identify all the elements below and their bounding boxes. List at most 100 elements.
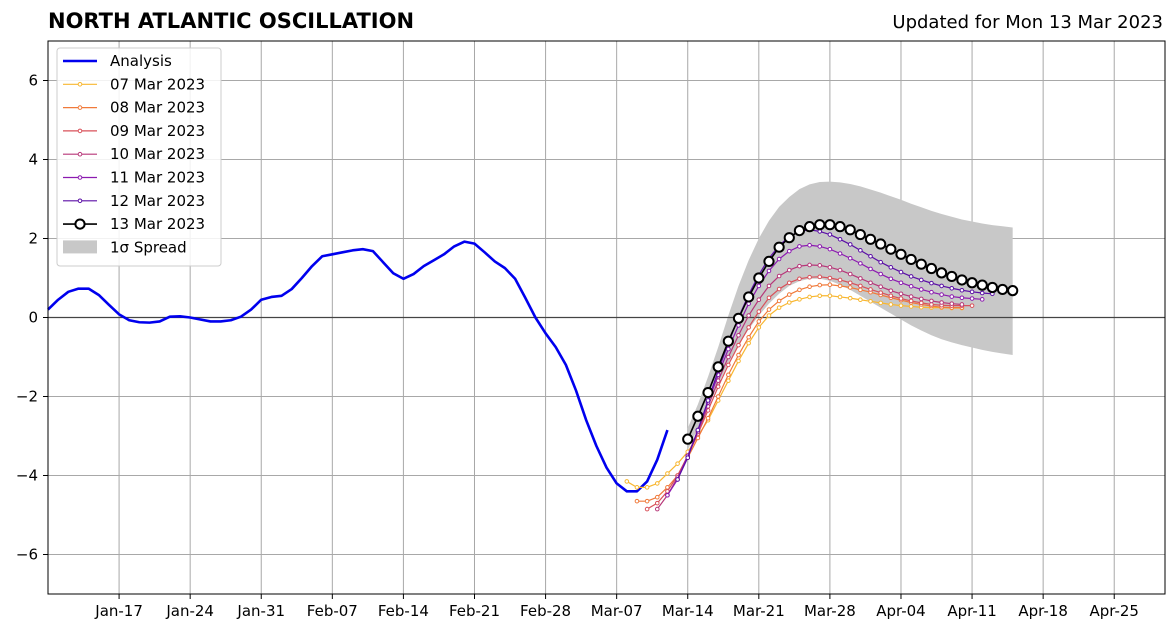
forecast-point [925, 262, 938, 275]
forecast-point [827, 282, 833, 288]
forecast-point [878, 284, 883, 289]
legend-forecast-label: 08 Mar 2023 [110, 99, 205, 117]
forecast-point [929, 298, 934, 304]
x-axis: Jan-17 Jan-24 Jan-31 Feb-07 Feb-14 Feb-21 Feb-… [94, 594, 1139, 620]
forecast-point [634, 498, 640, 504]
forecast-point [847, 271, 853, 277]
forecast-point [644, 498, 650, 504]
forecast-point [746, 325, 751, 330]
forecast-point [888, 276, 894, 282]
forecast-point [665, 471, 670, 476]
forecast-point [654, 481, 660, 486]
forecast-point [756, 309, 762, 314]
forecast-point [976, 279, 988, 291]
forecast-point [837, 236, 843, 242]
forecast-point [868, 287, 873, 292]
forecast-point [936, 267, 948, 279]
forecast-point [847, 242, 853, 247]
forecast-point [858, 248, 863, 253]
x-tick-label: Apr-25 [1089, 602, 1139, 620]
forecast-point [766, 268, 772, 274]
forecast-point [888, 265, 894, 270]
forecast-point [797, 276, 802, 282]
forecast-point [817, 263, 823, 268]
x-tick-label: Feb-21 [449, 602, 500, 620]
legend-forecast-label: 07 Mar 2023 [110, 75, 205, 93]
x-tick-label: Feb-14 [378, 602, 429, 620]
forecast-point [803, 221, 816, 233]
analysis-line [47, 240, 669, 493]
forecast-point [959, 287, 965, 293]
forecast-point [888, 288, 894, 293]
forecast-point [949, 294, 955, 299]
x-tick-label: Mar-28 [804, 602, 856, 620]
forecast-point [847, 280, 853, 286]
forecast-point [895, 248, 907, 260]
forecast-point [807, 284, 812, 289]
forecast-point [634, 485, 640, 490]
forecast-point [868, 253, 873, 259]
legend-forecast-label: 11 Mar 2023 [110, 169, 205, 187]
y-tick-label: −6 [16, 546, 38, 564]
forecast-point [847, 255, 853, 261]
forecast-point [624, 479, 630, 484]
forecast-point [654, 494, 660, 500]
forecast-point [746, 334, 751, 340]
forecast-point [858, 261, 863, 266]
forecast-point [858, 276, 863, 281]
forecast-point [776, 298, 782, 304]
legend-forecast-label: 10 Mar 2023 [110, 145, 205, 163]
forecast-point [834, 221, 846, 233]
forecast-point [959, 295, 965, 301]
forecast-point [878, 300, 883, 306]
forecast-point [807, 262, 812, 268]
forecast-point [726, 378, 731, 384]
forecast-point [837, 294, 843, 300]
x-tick-label: Apr-11 [947, 602, 997, 620]
x-tick-label: Mar-14 [662, 602, 714, 620]
forecast-point [654, 506, 660, 512]
forecast-point [763, 255, 775, 268]
x-tick-label: Apr-04 [876, 602, 926, 620]
legend-forecast-marker [77, 128, 83, 134]
y-tick-label: 2 [28, 230, 38, 248]
forecast-point [837, 277, 843, 283]
legend-spread-swatch [63, 240, 97, 254]
forecast-point [979, 297, 985, 302]
forecast-point [969, 303, 975, 308]
forecast-point [665, 492, 670, 498]
forecast-point [929, 289, 934, 295]
forecast-point [715, 394, 721, 399]
y-tick-label: 4 [28, 151, 38, 169]
forecast-point [675, 477, 680, 482]
forecast-point [847, 295, 853, 301]
forecast-series [624, 293, 965, 490]
x-tick-label: Apr-18 [1018, 602, 1068, 620]
forecast-point [736, 332, 741, 338]
forecast-point [807, 242, 812, 248]
forecast-point [797, 297, 802, 302]
forecast-point [854, 228, 866, 241]
forecast-point [685, 455, 691, 461]
forecast-point [878, 290, 883, 295]
forecast-point [837, 251, 843, 256]
forecast-point [736, 352, 741, 358]
forecast-point [878, 259, 883, 265]
chart-subtitle: Updated for Mon 13 Mar 2023 [892, 12, 1163, 33]
forecast-point [756, 283, 762, 289]
forecast-point [946, 270, 958, 283]
forecast-point [898, 296, 904, 301]
forecast-point [743, 291, 755, 303]
y-tick-label: 6 [28, 72, 38, 90]
forecast-point [858, 283, 863, 289]
forecast-point [908, 294, 914, 299]
forecast-point [756, 319, 762, 324]
x-tick-label: Mar-07 [591, 602, 643, 620]
forecast-point [898, 291, 904, 297]
forecast-point [773, 241, 785, 253]
forecast-point [726, 362, 731, 368]
forecast-point [979, 290, 985, 296]
forecast-point [875, 238, 887, 250]
forecast-series [682, 219, 1019, 445]
